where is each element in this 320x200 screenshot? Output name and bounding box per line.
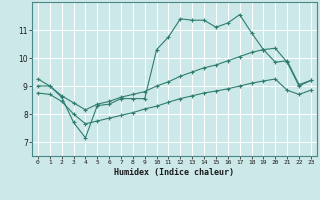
X-axis label: Humidex (Indice chaleur): Humidex (Indice chaleur) — [115, 168, 234, 177]
